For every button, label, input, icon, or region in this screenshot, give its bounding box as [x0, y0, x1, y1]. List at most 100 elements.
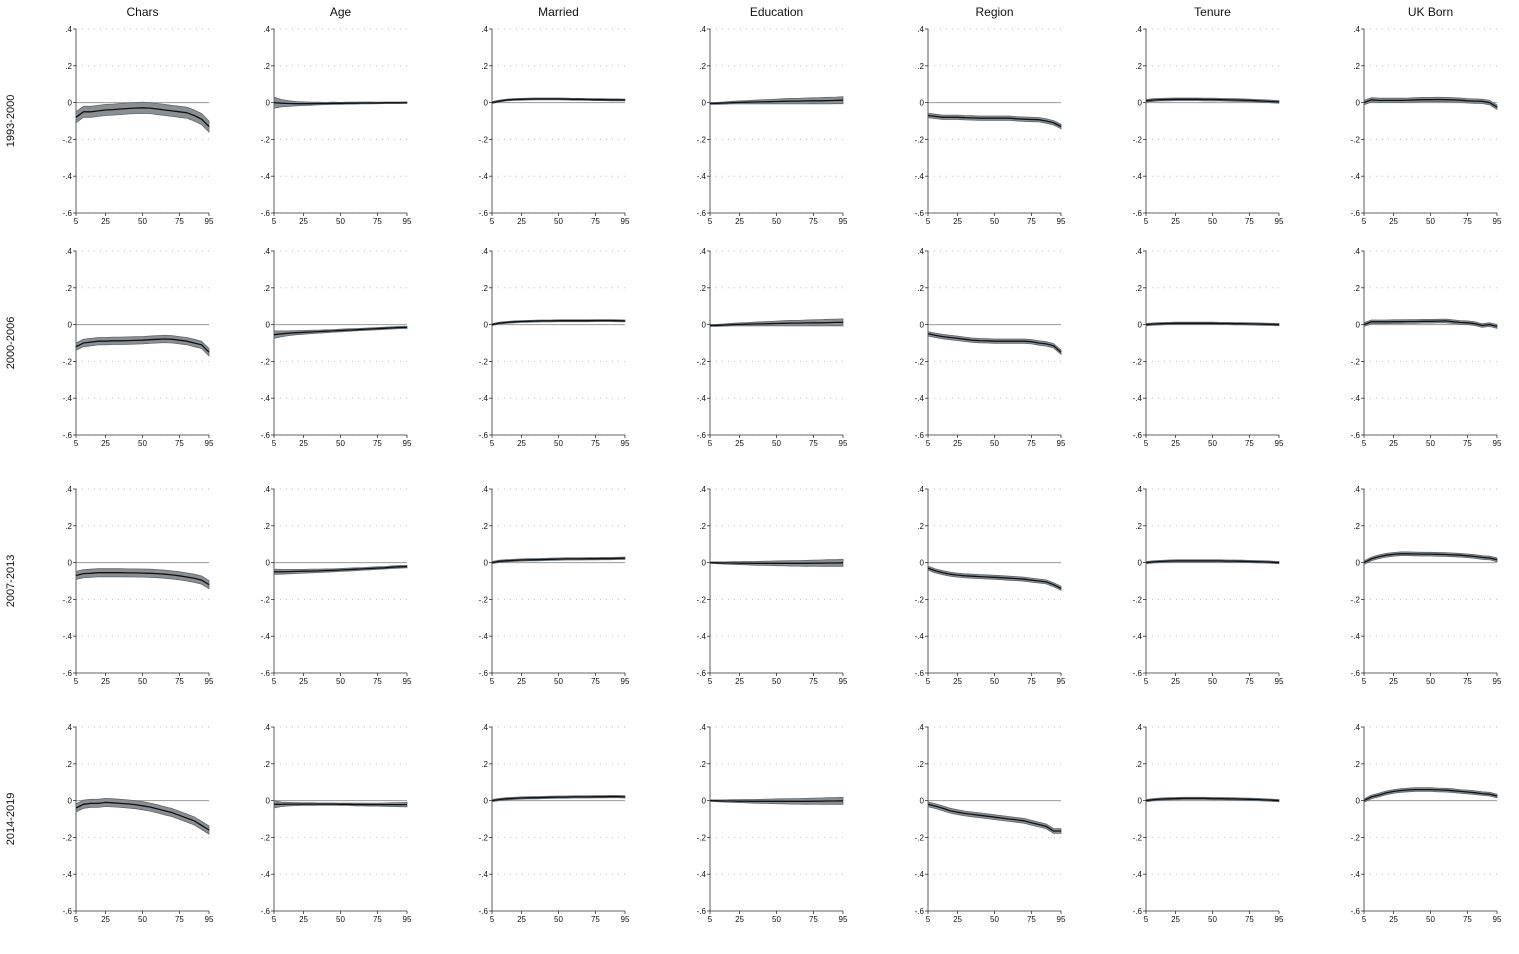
estimate-line [491, 98, 626, 104]
y-tick-label: .2 [65, 284, 72, 293]
x-tick-label: 75 [1463, 677, 1472, 686]
y-tick-label: .4 [65, 485, 72, 494]
x-tick-label: 95 [839, 217, 848, 226]
y-tick-label: .2 [1353, 284, 1360, 293]
y-tick-label: -.4 [915, 632, 925, 641]
y-tick-label: -.6 [915, 431, 925, 440]
x-tick-label: 50 [1208, 915, 1217, 924]
x-tick-label: 25 [1389, 217, 1398, 226]
y-tick-label: -.4 [697, 632, 707, 641]
estimate-line [1363, 320, 1498, 328]
y-tick-label: -.6 [697, 669, 707, 678]
y-tick-label: .4 [65, 25, 72, 34]
x-tick-label: 75 [1027, 915, 1036, 924]
estimate-line [75, 801, 210, 831]
y-tick-label: .2 [699, 62, 706, 71]
panel: .4 .2 0 -.2 -.4 -.65 25 50 75 95 [697, 247, 848, 448]
x-tick-label: 75 [1027, 217, 1036, 226]
x-tick-label: 95 [1057, 677, 1066, 686]
y-tick-label: 0 [1356, 559, 1361, 568]
x-tick-label: 5 [490, 915, 495, 924]
y-tick-label: 0 [484, 559, 489, 568]
panel: .4 .2 0 -.2 -.4 -.65 25 50 75 95 [63, 723, 214, 924]
x-tick-label: 5 [926, 915, 931, 924]
x-tick-label: 75 [373, 217, 382, 226]
estimate-line [273, 326, 408, 336]
column-title: Tenure [1194, 5, 1231, 19]
x-tick-label: 95 [403, 217, 412, 226]
x-tick-label: 75 [1245, 915, 1254, 924]
x-tick-label: 75 [373, 677, 382, 686]
x-tick-label: 50 [138, 677, 147, 686]
estimate-line [709, 321, 843, 327]
y-tick-label: -.2 [479, 833, 489, 842]
x-tick-label: 50 [990, 915, 999, 924]
y-tick-label: .2 [1135, 284, 1142, 293]
x-tick-label: 95 [1057, 915, 1066, 924]
y-tick-label: -.2 [1351, 833, 1361, 842]
y-tick-label: 0 [702, 559, 707, 568]
y-tick-label: .2 [481, 760, 488, 769]
y-tick-label: -.2 [63, 357, 73, 366]
x-tick-label: 25 [1171, 915, 1180, 924]
x-tick-label: 5 [926, 439, 931, 448]
y-tick-label: -.6 [1133, 209, 1143, 218]
y-tick-label: -.4 [1133, 632, 1143, 641]
y-tick-label: -.2 [915, 595, 925, 604]
column-title: UK Born [1408, 5, 1453, 19]
y-tick-label: -.4 [915, 172, 925, 181]
estimate-line [491, 795, 626, 802]
x-tick-label: 5 [74, 677, 79, 686]
y-tick-label: -.6 [63, 209, 73, 218]
estimate-line [491, 319, 626, 326]
panel: .4 .2 0 -.2 -.4 -.65 25 50 75 95 [261, 25, 412, 226]
y-tick-label: 0 [484, 797, 489, 806]
y-tick-label: .4 [699, 247, 706, 256]
y-tick-label: .2 [917, 522, 924, 531]
panel: .4 .2 0 -.2 -.4 -.65 25 50 75 95 [479, 247, 630, 448]
y-tick-label: 0 [920, 321, 925, 330]
confidence-band [273, 96, 408, 109]
panel: .4 .2 0 -.2 -.4 -.65 25 50 75 95 [1351, 247, 1502, 448]
x-tick-label: 50 [336, 439, 345, 448]
x-tick-label: 95 [205, 677, 214, 686]
x-tick-label: 75 [1463, 915, 1472, 924]
y-tick-label: .4 [263, 485, 270, 494]
x-tick-label: 50 [138, 439, 147, 448]
x-tick-label: 5 [708, 677, 713, 686]
y-tick-label: 0 [920, 797, 925, 806]
y-tick-label: -.6 [479, 209, 489, 218]
panel: .4 .2 0 -.2 -.4 -.65 25 50 75 95 [1351, 25, 1502, 226]
x-tick-label: 5 [74, 439, 79, 448]
confidence-band [75, 101, 210, 133]
x-tick-label: 50 [138, 217, 147, 226]
y-tick-label: -.2 [479, 135, 489, 144]
y-tick-label: .4 [263, 723, 270, 732]
panel: .4 .2 0 -.2 -.4 -.65 25 50 75 95 [261, 485, 412, 686]
y-tick-label: .2 [699, 522, 706, 531]
x-tick-label: 5 [1362, 217, 1367, 226]
x-tick-label: 5 [1144, 677, 1149, 686]
y-tick-label: -.4 [1133, 870, 1143, 879]
y-tick-label: -.4 [479, 394, 489, 403]
x-tick-label: 50 [1208, 217, 1217, 226]
estimate-line [75, 338, 210, 353]
x-tick-label: 50 [336, 915, 345, 924]
y-tick-label: .2 [263, 522, 270, 531]
estimate-line [1145, 322, 1280, 326]
y-tick-label: -.2 [697, 135, 707, 144]
panel: .4 .2 0 -.2 -.4 -.65 25 50 75 95 [63, 485, 214, 686]
x-tick-label: 75 [1027, 677, 1036, 686]
y-tick-label: -.2 [261, 595, 271, 604]
y-tick-label: -.2 [915, 357, 925, 366]
y-tick-label: 0 [68, 559, 73, 568]
x-tick-label: 25 [1171, 217, 1180, 226]
estimate-line [709, 99, 844, 105]
x-tick-label: 5 [490, 677, 495, 686]
y-tick-label: -.2 [1133, 135, 1143, 144]
estimate-line [1145, 560, 1280, 564]
x-tick-label: 50 [554, 217, 563, 226]
y-tick-label: -.4 [63, 394, 73, 403]
y-tick-label: .4 [1135, 723, 1142, 732]
